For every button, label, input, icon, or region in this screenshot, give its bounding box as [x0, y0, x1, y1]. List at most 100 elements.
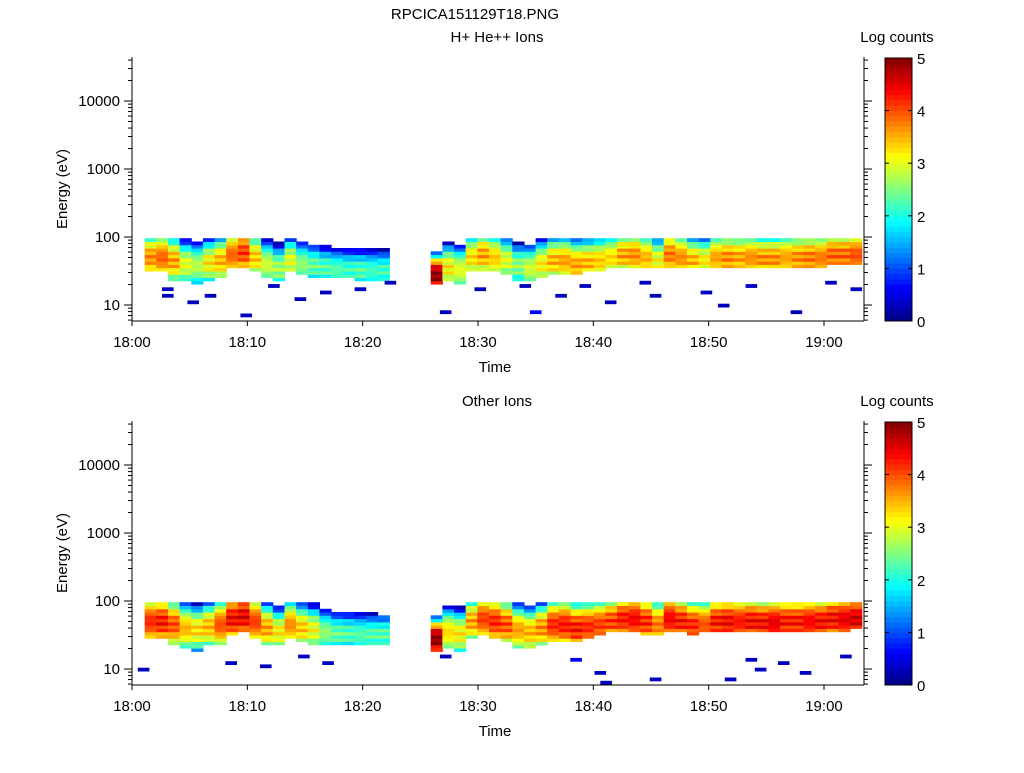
colorbar-segment [885, 500, 912, 507]
spectrogram-cell [366, 257, 379, 262]
spectrogram-cell [144, 251, 157, 256]
spectrogram-cell [237, 625, 251, 629]
spectrogram-cell [284, 261, 297, 265]
spectrogram-cell [838, 257, 851, 262]
spectrogram-cell [756, 238, 770, 242]
spectrogram-cell [721, 602, 735, 606]
spectrogram-cell [500, 248, 513, 252]
colorbar-label: Log counts [860, 393, 933, 410]
spectrogram-cell [354, 277, 367, 282]
colorbar-segment [885, 215, 912, 222]
spectrogram-cell [156, 261, 169, 265]
spectrogram-cell [698, 605, 711, 610]
spectrogram-cell [768, 238, 781, 242]
spectrogram-cell [202, 635, 216, 639]
spectrogram-cell [342, 248, 355, 252]
spectrogram-cell [815, 602, 828, 606]
spectrogram-cell [850, 602, 863, 606]
spectrogram-cell [652, 615, 665, 620]
spectrogram-cell [454, 257, 467, 262]
colorbar-segment [885, 448, 912, 454]
colorbar-segment [885, 453, 912, 460]
spectrogram-cell [179, 618, 192, 623]
spectrogram-cell [226, 261, 239, 265]
spectrogram-cell [319, 251, 332, 256]
spectrogram-cell [523, 261, 537, 265]
spectrogram-cell [663, 244, 676, 249]
spectrogram-cell [489, 248, 502, 252]
spectrogram-cell [558, 238, 571, 242]
spectrogram-cell [354, 271, 367, 275]
spectrogram-cell [780, 238, 793, 242]
spectrogram-cell [640, 257, 653, 262]
spectrogram-cell [838, 618, 851, 623]
spectrogram-cell [489, 631, 502, 636]
colorbar-segment [885, 268, 912, 275]
colorbar-segment [885, 89, 912, 96]
spectrogram-cell [430, 621, 443, 626]
spectrogram-cell [168, 257, 181, 262]
spectrogram-cell [815, 615, 828, 620]
spectrogram-cell [465, 631, 478, 636]
spectrogram-cell [354, 267, 367, 272]
spectrogram-cell [331, 612, 344, 616]
spectrogram-cell [342, 261, 355, 265]
colorbar-segment [885, 184, 912, 190]
colorbar-segment [885, 658, 912, 665]
spectrogram-cell [191, 251, 204, 256]
spectrogram-cell [477, 615, 490, 620]
x-tick-label: 18:10 [229, 334, 267, 351]
spectrogram-cell [721, 605, 735, 610]
spectrogram-cell [272, 638, 285, 642]
spectrogram-cell [803, 238, 816, 242]
colorbar: 0 1 2 3 4 5 Log counts [860, 29, 933, 331]
spectrogram-cell [512, 628, 525, 633]
spectrogram-cell [582, 635, 595, 639]
spectrogram-sparse-cell [790, 310, 803, 315]
spectrogram-cell [430, 254, 443, 259]
colorbar-segment [885, 168, 912, 175]
spectrogram-cell [803, 261, 816, 265]
spectrogram-cell [756, 612, 770, 616]
spectrogram-cell [617, 628, 630, 633]
spectrogram-cell [558, 625, 571, 629]
spectrogram-cell [535, 625, 548, 629]
spectrogram-cell [342, 267, 355, 272]
spectrogram-cell [768, 602, 781, 606]
colorbar-tick-label: 5 [917, 51, 925, 68]
spectrogram-cell [489, 628, 502, 633]
spectrogram-cell [465, 257, 478, 262]
spectrogram-cell [226, 628, 239, 633]
spectrogram-cell [547, 241, 560, 246]
spectrogram-cell [593, 261, 606, 265]
spectrogram-cell [319, 267, 332, 272]
spectrogram-cell [675, 618, 688, 623]
spectrogram-cell [652, 241, 665, 246]
spectrogram-cell [838, 625, 851, 629]
colorbar-segment [885, 653, 912, 660]
spectrogram-cell [582, 628, 595, 633]
colorbar-segment [885, 600, 912, 607]
spectrogram-cell [465, 615, 478, 620]
spectrogram-cell [593, 618, 606, 623]
spectrogram-cell [721, 241, 735, 246]
spectrogram-cell [179, 644, 192, 649]
colorbar-segment [885, 305, 912, 311]
spectrogram-cell [791, 257, 804, 262]
spectrogram-cell [430, 267, 443, 272]
spectrogram-cell [168, 274, 181, 278]
spectrogram-cell [768, 257, 781, 262]
spectrogram-cell [698, 618, 711, 623]
spectrogram-cell [838, 251, 851, 256]
spectrogram-cell [214, 244, 227, 249]
spectrogram-sparse-cell [604, 300, 617, 305]
spectrogram-cell [442, 251, 455, 256]
spectrogram-cell [838, 621, 851, 626]
spectrogram-cell [745, 264, 758, 269]
spectrogram-cell [179, 257, 192, 262]
spectrogram-cell [698, 264, 711, 269]
spectrogram-cell [815, 241, 828, 246]
spectrogram-cell [850, 241, 863, 246]
colorbar-segment [885, 521, 912, 528]
spectrogram-cell [454, 264, 467, 269]
